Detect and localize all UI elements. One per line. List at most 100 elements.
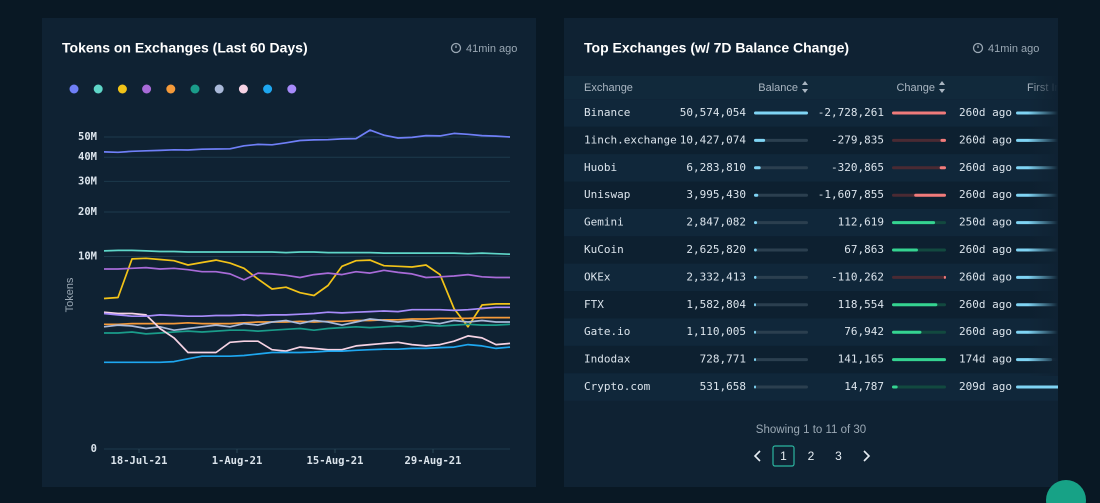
y-tick-label: 50M [78,131,97,143]
y-tick-label: 0 [91,443,97,455]
balance: 728,771 [700,353,746,366]
legend-swatch[interactable] [263,84,273,94]
pagination-summary: Showing 1 to 11 of 30 [756,424,866,436]
y-tick-label: 10M [78,251,97,263]
exchange-name: Crypto.com [584,380,651,393]
column-header: Exchange [584,82,633,94]
first-in: 174d ago [959,353,1012,366]
balance-bar [754,193,759,197]
first-in-bar [1016,385,1058,389]
change-bar [892,358,946,362]
change: -279,835 [831,133,884,146]
prev-page[interactable] [753,450,761,462]
balance: 1,582,804 [686,298,746,311]
table-row [564,318,1058,346]
exchange-name: Uniswap [584,188,630,201]
legend-swatch[interactable] [287,84,297,94]
current-page-box[interactable] [772,445,795,467]
bar-track [754,138,808,142]
balance-bar [754,138,766,142]
legend-swatch[interactable] [214,84,224,94]
balance-bar [754,303,756,307]
balance-bar [754,166,761,170]
y-tick-label: 30M [78,175,97,187]
x-tick-label: 18-Jul-21 [111,455,168,467]
first-in: 260d ago [959,270,1012,283]
table-body: ExchangeBalanceChangeFirst InBinance50,5… [564,82,1058,401]
bar-track [892,275,946,279]
table-row [564,99,1058,127]
change: 76,942 [844,325,884,338]
change-bar [892,330,922,334]
page-number[interactable]: 2 [808,449,815,463]
change-bar [914,193,946,197]
first-in: 260d ago [959,106,1012,119]
bar-track [754,221,808,225]
change: -1,607,855 [818,188,884,201]
updated-time: 41min ago [466,43,517,55]
y-axis-label: Tokens [64,277,76,312]
balance: 50,574,054 [680,106,747,119]
table-row [564,345,1058,374]
first-in: 260d ago [959,298,1012,311]
change: 14,787 [844,380,884,393]
y-tick-label: 20M [78,206,97,218]
balance: 2,332,413 [686,270,746,283]
change-bar [892,111,946,115]
table-row [564,263,1058,292]
table-row [564,236,1058,264]
column-header[interactable]: Balance [758,82,798,94]
bar-track [754,303,808,307]
table-row [564,208,1058,237]
change: 118,554 [838,298,885,311]
first-in: 260d ago [959,243,1012,256]
x-tick-label: 29-Aug-21 [405,455,462,467]
balance-bar [754,385,756,389]
chat-button[interactable] [1046,480,1086,503]
panel-title: Tokens on Exchanges (Last 60 Days) [62,40,308,56]
plot: 0 10M 20M 30M 40M 50M 18-Jul-21 1-Aug-21 15-Aug-… [69,84,511,467]
table-row [564,181,1058,209]
change: -2,728,261 [818,106,884,119]
balance-bar [754,221,758,225]
legend-swatch[interactable] [93,84,103,94]
change-bar [892,385,898,389]
change-bar [939,166,946,170]
legend-swatch[interactable] [142,84,152,94]
change-bar [943,275,946,279]
change-bar [892,248,918,252]
column-header[interactable]: Change [896,82,935,94]
series-line [103,249,511,256]
series-line [103,306,510,318]
first-in: 260d ago [959,161,1012,174]
bar-track [754,358,808,362]
bar-track [754,193,808,197]
legend-swatch[interactable] [166,84,176,94]
y-tick-label: 40M [78,151,97,163]
exchange-name: FTX [584,298,604,311]
legend-swatch[interactable] [117,84,127,94]
table-row [564,373,1058,401]
fade [1028,76,1058,376]
first-in: 209d ago [959,380,1012,393]
series-line [104,323,511,335]
next-page[interactable] [863,450,871,462]
series-line [103,311,511,354]
balance-bar [754,330,756,334]
change: 67,863 [844,243,884,256]
exchange-name: Gate.io [584,325,630,338]
series-line [104,343,511,364]
balance: 2,847,082 [686,216,746,229]
balance-bar [754,248,757,252]
legend-swatch[interactable] [190,84,200,94]
sort-icon[interactable] [802,81,945,93]
legend-swatch[interactable] [69,84,79,94]
page-number[interactable]: 1 [780,449,787,463]
page-number[interactable]: 3 [835,449,842,463]
exchange-name: Huobi [584,161,617,174]
panel-title: Top Exchanges (w/ 7D Balance Change) [584,40,849,56]
table-row [564,291,1058,319]
pages: 1 2 3 [780,449,842,463]
legend-swatch[interactable] [238,84,248,94]
